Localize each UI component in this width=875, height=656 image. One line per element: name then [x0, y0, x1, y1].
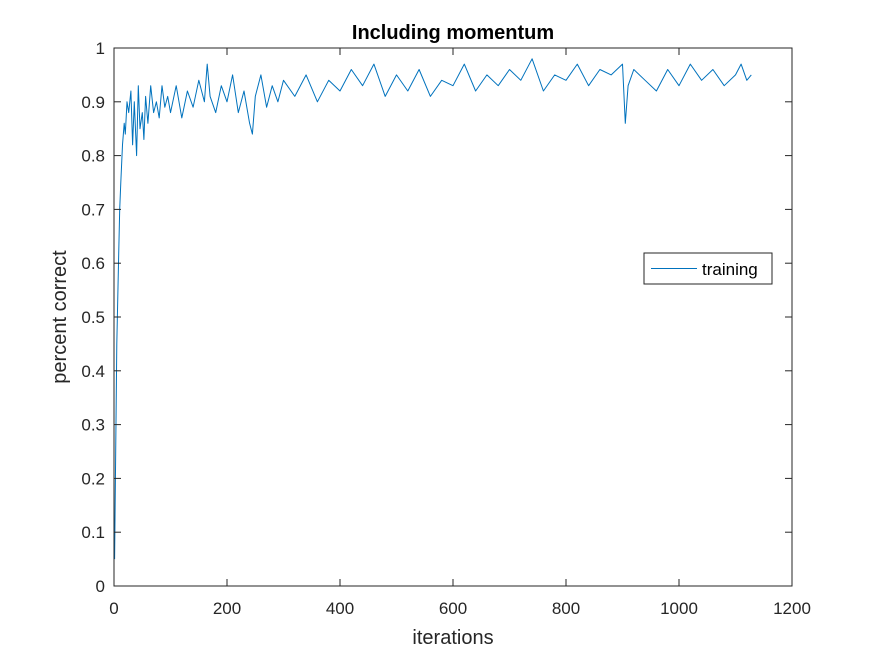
x-tick-label: 1000: [660, 599, 698, 618]
y-tick-label: 0.9: [81, 93, 105, 112]
x-tick-label: 0: [109, 599, 118, 618]
legend-label-training: training: [702, 260, 758, 279]
chart-title: Including momentum: [352, 22, 554, 44]
x-tick-label: 800: [552, 599, 580, 618]
y-axis-label: percent correct: [49, 250, 71, 384]
x-tick-label: 400: [326, 599, 354, 618]
x-tick-label: 200: [213, 599, 241, 618]
y-tick-label: 0.7: [81, 200, 105, 219]
legend: training: [643, 252, 773, 285]
x-tick-label: 600: [439, 599, 467, 618]
y-tick-label: 0.6: [81, 254, 105, 273]
y-tick-label: 0.1: [81, 523, 105, 542]
y-tick-label: 0.4: [81, 362, 105, 381]
series-layer: [114, 58, 752, 560]
y-tick-label: 0: [96, 577, 105, 596]
x-axis-label: iterations: [412, 627, 493, 649]
y-tick-label: 1: [96, 39, 105, 58]
x-axis: 0 200 400 600 800 1000 1200: [109, 48, 811, 618]
y-tick-label: 0.8: [81, 147, 105, 166]
y-axis: 0 0.1 0.2 0.3 0.4 0.5 0.6 0.7 0.8 0.9 1: [81, 39, 792, 596]
x-tick-label: 1200: [773, 599, 811, 618]
y-tick-label: 0.2: [81, 469, 105, 488]
y-tick-label: 0.5: [81, 308, 105, 327]
plot-area: [114, 48, 792, 586]
y-tick-label: 0.3: [81, 416, 105, 435]
series-line-training: [114, 58, 752, 560]
